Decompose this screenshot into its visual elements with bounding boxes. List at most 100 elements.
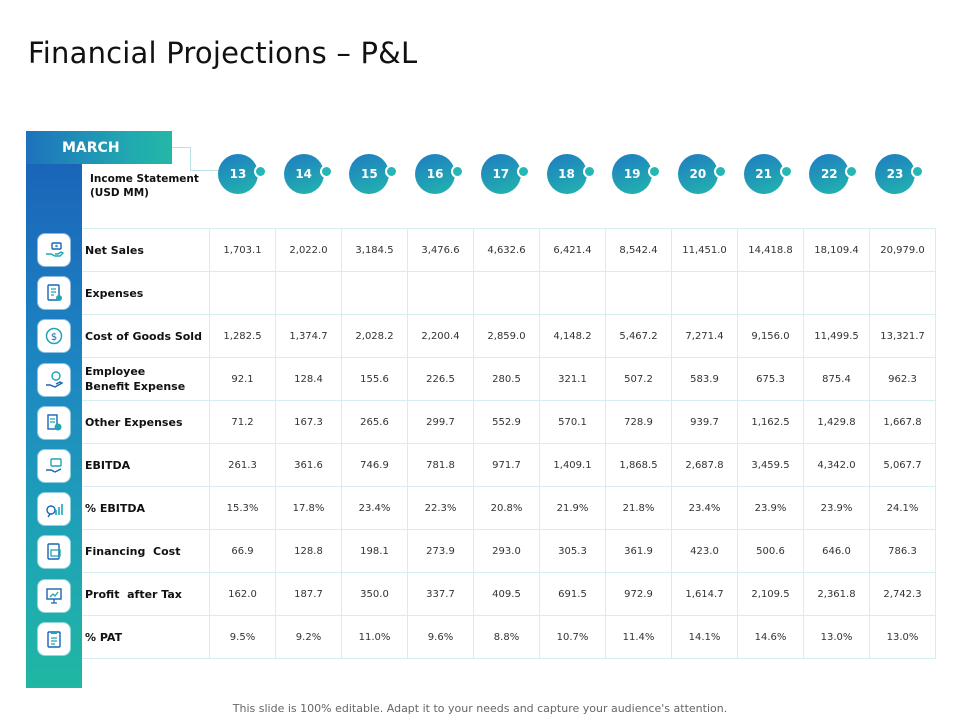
table-cell: 280.5 <box>473 357 540 401</box>
table-cell: 507.2 <box>605 357 672 401</box>
table-cell: 583.9 <box>671 357 738 401</box>
row-label: Profit after Tax <box>82 572 210 616</box>
table-cell: 971.7 <box>473 443 540 487</box>
table-cell: 11.0% <box>341 615 408 659</box>
period-circle: 14 <box>283 154 333 194</box>
table-cell: 2,361.8 <box>803 572 870 616</box>
period-dot-icon <box>582 165 596 178</box>
table-cell: 2,687.8 <box>671 443 738 487</box>
table-cell: 273.9 <box>407 529 474 573</box>
dollar-coin-icon-graphic: $ <box>45 328 63 345</box>
table-cell: 350.0 <box>341 572 408 616</box>
period-label: 15 <box>361 167 378 181</box>
period-circle: 13 <box>218 154 267 194</box>
period-dot-icon <box>451 165 465 178</box>
table-cell: 13.0% <box>803 615 870 659</box>
table-cell: 20.8% <box>473 486 540 530</box>
table-cell: 2,109.5 <box>737 572 804 616</box>
row-label: % PAT <box>82 615 210 659</box>
table-cell: 875.4 <box>803 357 870 401</box>
period-dot-icon <box>648 165 662 178</box>
table-cell: 299.7 <box>407 400 474 444</box>
table-cell: 265.6 <box>341 400 408 444</box>
table-cell: 361.6 <box>275 443 342 487</box>
table-cell: 361.9 <box>605 529 672 573</box>
presentation-icon-graphic <box>46 587 62 604</box>
hand-coin-icon-graphic <box>46 370 64 388</box>
table-row: EBITDA 261.3 361.6 746.9 781.8 971.7 1,409.1 1,… <box>82 443 936 487</box>
table-cell: 939.7 <box>671 400 738 444</box>
table-cell: 187.7 <box>275 572 342 616</box>
row-label-line: Other Expenses <box>85 415 183 429</box>
table-row: Cost of Goods Sold 1,282.5 1,374.7 2,028.2 2… <box>82 314 936 358</box>
period-circle: 17 <box>480 154 530 194</box>
table-cell: 409.5 <box>473 572 540 616</box>
svg-text:$: $ <box>51 332 57 343</box>
clipboard-icon <box>38 622 70 655</box>
table-cell <box>539 271 606 315</box>
table-cell <box>737 271 804 315</box>
table-cell: 1,409.1 <box>539 443 606 487</box>
table-cell: 972.9 <box>605 572 672 616</box>
table-cell: 22.3% <box>407 486 474 530</box>
table-cell <box>275 271 342 315</box>
table-cell: 337.7 <box>407 572 474 616</box>
table-cell: 13.0% <box>869 615 936 659</box>
table-cell: 781.8 <box>407 443 474 487</box>
table-cell: 11.4% <box>605 615 672 659</box>
table-cell: 1,667.8 <box>869 400 936 444</box>
table-cell: 1,282.5 <box>209 314 276 358</box>
period-circle: 20 <box>677 154 727 194</box>
table-cell: 552.9 <box>473 400 540 444</box>
table-cell: 570.1 <box>539 400 606 444</box>
cash-hand-icon-graphic <box>46 458 62 473</box>
table-cell: 128.4 <box>275 357 342 401</box>
table-cell: 691.5 <box>539 572 606 616</box>
row-label-line: Benefit Expense <box>85 380 186 393</box>
period-dot-icon <box>911 165 924 178</box>
clipboard-icon-graphic <box>47 630 61 648</box>
document-dollar-icon <box>38 536 70 569</box>
document-dollar-icon-graphic <box>47 543 61 561</box>
table-cell: 2,742.3 <box>869 572 936 616</box>
money-hand-icon-graphic <box>46 242 64 257</box>
growth-chart-icon-graphic <box>46 504 63 518</box>
row-label-line: % PAT <box>85 630 123 644</box>
table-cell: 21.9% <box>539 486 606 530</box>
table-cell: 500.6 <box>737 529 804 573</box>
period-label: 22 <box>820 167 838 181</box>
table-cell: 23.4% <box>671 486 738 530</box>
table-cell <box>209 271 276 315</box>
table-cell: 20,979.0 <box>869 228 936 272</box>
row-label-line: EBITDA <box>85 458 131 472</box>
table-cell: 9,156.0 <box>737 314 804 358</box>
table-cell: 7,271.4 <box>671 314 738 358</box>
month-tab: MARCH <box>26 131 172 164</box>
period-circle: 15 <box>349 154 399 194</box>
row-label: Financing Cost <box>82 529 210 573</box>
period-circle: 19 <box>612 154 662 194</box>
table-cell: 9.2% <box>275 615 342 659</box>
table-cell <box>671 271 738 315</box>
table-cell: 167.3 <box>275 400 342 444</box>
table-cell <box>605 271 672 315</box>
period-circle: 23 <box>875 154 924 194</box>
table-cell: 2,022.0 <box>275 228 342 272</box>
table-cell: 4,342.0 <box>803 443 870 487</box>
table-cell: 6,421.4 <box>539 228 606 272</box>
money-hand-icon <box>38 234 70 266</box>
row-label: Employee Benefit Expense <box>82 357 210 401</box>
table-cell: 5,067.7 <box>869 443 936 487</box>
presentation-icon <box>38 579 70 612</box>
table-cell: 24.1% <box>869 486 936 530</box>
income-statement-label: Income Statement (USD MM) <box>90 172 199 200</box>
connector-line <box>172 147 191 170</box>
period-label: 13 <box>229 167 247 181</box>
table-cell <box>341 271 408 315</box>
row-label-line: Profit after Tax <box>85 587 182 601</box>
table-cell: 9.6% <box>407 615 474 659</box>
table-cell: 13,321.7 <box>869 314 936 358</box>
period-label: 16 <box>426 167 444 181</box>
table-cell <box>473 271 540 315</box>
table-row: Net Sales 1,703.1 2,022.0 3,184.5 3,476.6 4,6… <box>82 228 936 272</box>
